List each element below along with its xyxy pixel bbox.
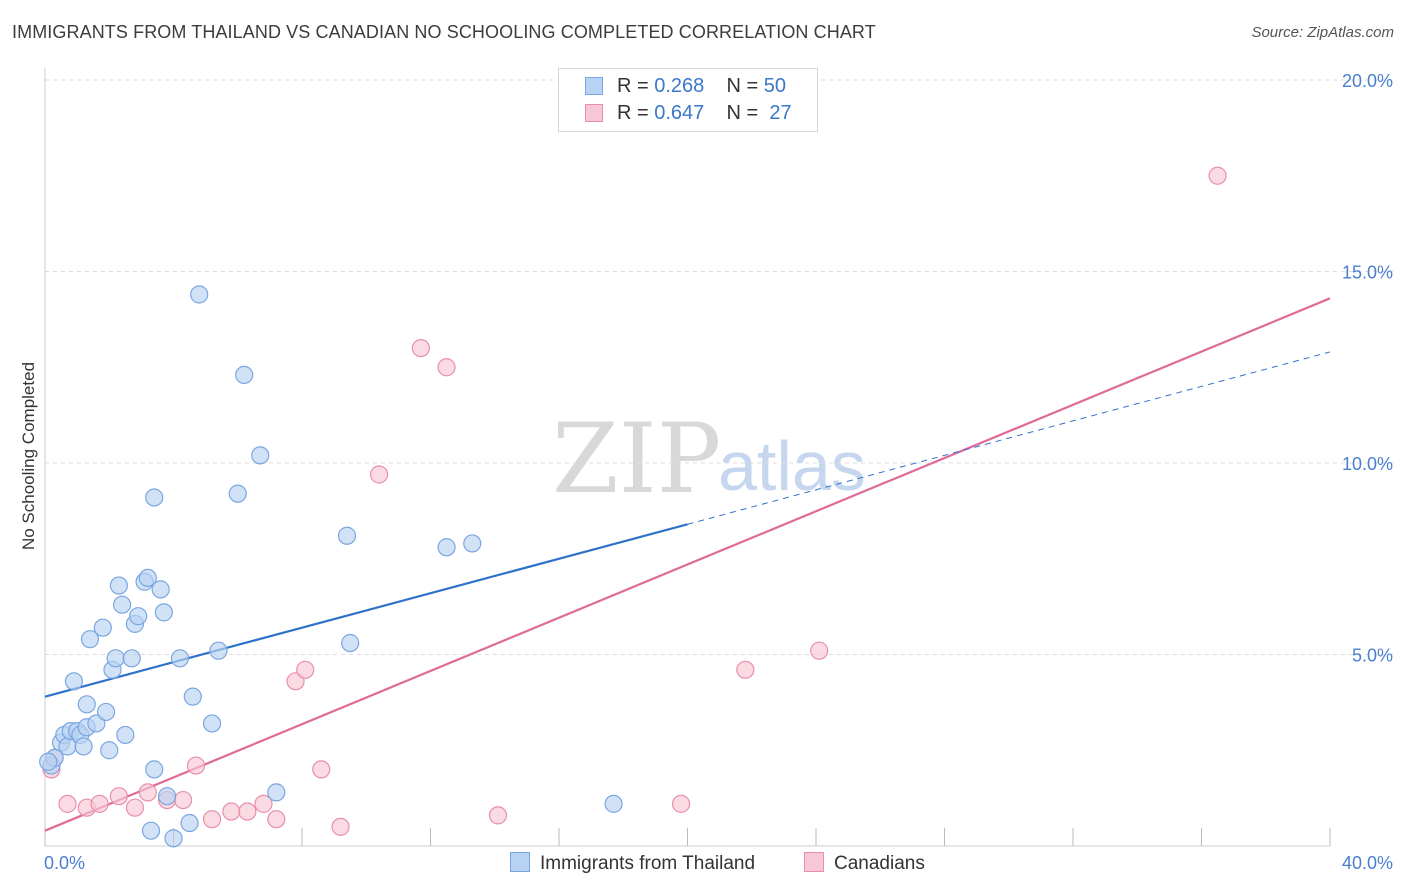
point-canadians bbox=[58, 794, 77, 813]
legend-text-canadians: R = 0.647 N = 27 bbox=[617, 102, 792, 125]
point-thailand bbox=[116, 725, 135, 745]
point-thailand bbox=[93, 618, 112, 637]
point-canadians bbox=[488, 806, 508, 825]
bottom-legend-thailand: Immigrants from Thailand bbox=[510, 852, 755, 875]
legend-n-value: 27 bbox=[769, 102, 792, 124]
point-canadians bbox=[411, 339, 430, 358]
point-thailand bbox=[141, 821, 161, 840]
bottom-legend-label-thailand: Immigrants from Thailand bbox=[540, 853, 756, 874]
point-thailand bbox=[129, 607, 148, 626]
point-thailand bbox=[80, 630, 100, 649]
trendlines bbox=[44, 297, 1331, 832]
point-thailand bbox=[180, 813, 199, 833]
y-tick-label: 15.0% bbox=[1342, 263, 1393, 283]
trendline-canadians bbox=[44, 297, 1331, 832]
point-canadians bbox=[90, 794, 109, 813]
point-thailand bbox=[122, 649, 141, 668]
point-thailand bbox=[437, 538, 456, 557]
tick-labels: 5.0% 10.0% 15.0% 20.0% 0.0% 40.0% bbox=[44, 71, 1393, 873]
point-canadians bbox=[109, 787, 128, 806]
trendline-thailand bbox=[44, 523, 688, 698]
point-canadians bbox=[1208, 166, 1227, 185]
legend-text-thailand: R = 0.268 N = 50 bbox=[617, 75, 786, 98]
legend: R = 0.268 N = 50 R = 0.647 N = 27 bbox=[558, 68, 818, 132]
point-thailand bbox=[138, 568, 157, 588]
point-thailand bbox=[77, 695, 96, 714]
point-canadians bbox=[296, 660, 315, 679]
point-thailand bbox=[109, 576, 128, 595]
watermark: ZIP atlas bbox=[552, 403, 866, 515]
point-thailand bbox=[341, 633, 360, 653]
point-thailand bbox=[154, 603, 173, 622]
point-canadians bbox=[222, 802, 241, 821]
point-thailand bbox=[74, 737, 93, 756]
point-canadians bbox=[186, 756, 206, 775]
y-tick-label: 20.0% bbox=[1342, 71, 1393, 91]
source-credit: Source: ZipAtlas.com bbox=[1251, 24, 1394, 41]
point-canadians bbox=[736, 660, 755, 679]
bottom-legend-label-canadians: Canadians bbox=[834, 853, 925, 874]
point-canadians bbox=[370, 465, 389, 484]
point-canadians bbox=[312, 760, 331, 779]
point-thailand bbox=[112, 595, 132, 614]
gridlines bbox=[45, 79, 1393, 655]
point-canadians bbox=[254, 794, 273, 813]
x-tick-label: 0.0% bbox=[44, 853, 85, 873]
legend-n-label: N = bbox=[726, 102, 764, 124]
trendline-thailand-extension bbox=[687, 351, 1331, 525]
point-canadians bbox=[174, 790, 193, 810]
data-points bbox=[39, 166, 1227, 848]
point-thailand bbox=[337, 526, 357, 545]
point-canadians bbox=[671, 794, 691, 813]
y-tick-label: 5.0% bbox=[1352, 646, 1393, 666]
point-canadians bbox=[138, 783, 157, 802]
watermark-atlas: atlas bbox=[718, 427, 866, 505]
point-thailand bbox=[106, 649, 125, 668]
legend-n-label: N = bbox=[726, 75, 764, 97]
bottom-legend-swatch-pink bbox=[804, 852, 824, 872]
legend-n-value: 50 bbox=[763, 75, 787, 97]
point-thailand bbox=[151, 580, 170, 599]
point-canadians bbox=[331, 817, 350, 836]
point-thailand bbox=[235, 365, 254, 385]
point-thailand bbox=[39, 752, 58, 771]
point-thailand bbox=[183, 687, 202, 706]
y-tick-label: 10.0% bbox=[1342, 454, 1393, 474]
bottom-legend-swatch-blue bbox=[510, 852, 530, 872]
legend-swatch-blue bbox=[585, 77, 603, 95]
point-thailand bbox=[463, 534, 482, 553]
point-thailand bbox=[64, 672, 84, 691]
point-thailand bbox=[96, 702, 116, 722]
y-axis-label: No Schooling Completed bbox=[19, 362, 38, 550]
point-thailand bbox=[100, 741, 119, 760]
point-thailand bbox=[209, 641, 228, 660]
point-thailand bbox=[251, 446, 270, 465]
point-canadians bbox=[267, 810, 286, 829]
point-thailand bbox=[164, 829, 183, 848]
legend-r-label: R = bbox=[617, 75, 655, 97]
point-canadians bbox=[202, 810, 222, 829]
point-thailand bbox=[267, 783, 286, 802]
point-canadians bbox=[437, 358, 456, 377]
chart-title: IMMIGRANTS FROM THAILAND VS CANADIAN NO … bbox=[12, 22, 876, 42]
point-canadians bbox=[810, 641, 829, 660]
point-thailand bbox=[604, 794, 623, 813]
point-canadians bbox=[238, 802, 257, 821]
point-thailand bbox=[228, 484, 247, 503]
point-thailand bbox=[202, 714, 222, 733]
x-tick-label: 40.0% bbox=[1342, 853, 1393, 873]
point-thailand bbox=[157, 787, 177, 806]
legend-r-value: 0.268 bbox=[654, 75, 705, 97]
watermark-zip: ZIP bbox=[552, 403, 721, 515]
point-thailand bbox=[190, 285, 209, 304]
legend-r-value: 0.647 bbox=[654, 102, 705, 124]
point-thailand bbox=[145, 760, 164, 779]
bottom-legend-canadians: Canadians bbox=[804, 852, 925, 875]
legend-r-label: R = bbox=[617, 102, 655, 124]
point-thailand bbox=[170, 649, 190, 668]
point-canadians bbox=[125, 798, 145, 817]
point-thailand bbox=[145, 488, 164, 507]
legend-swatch-pink bbox=[585, 104, 603, 122]
